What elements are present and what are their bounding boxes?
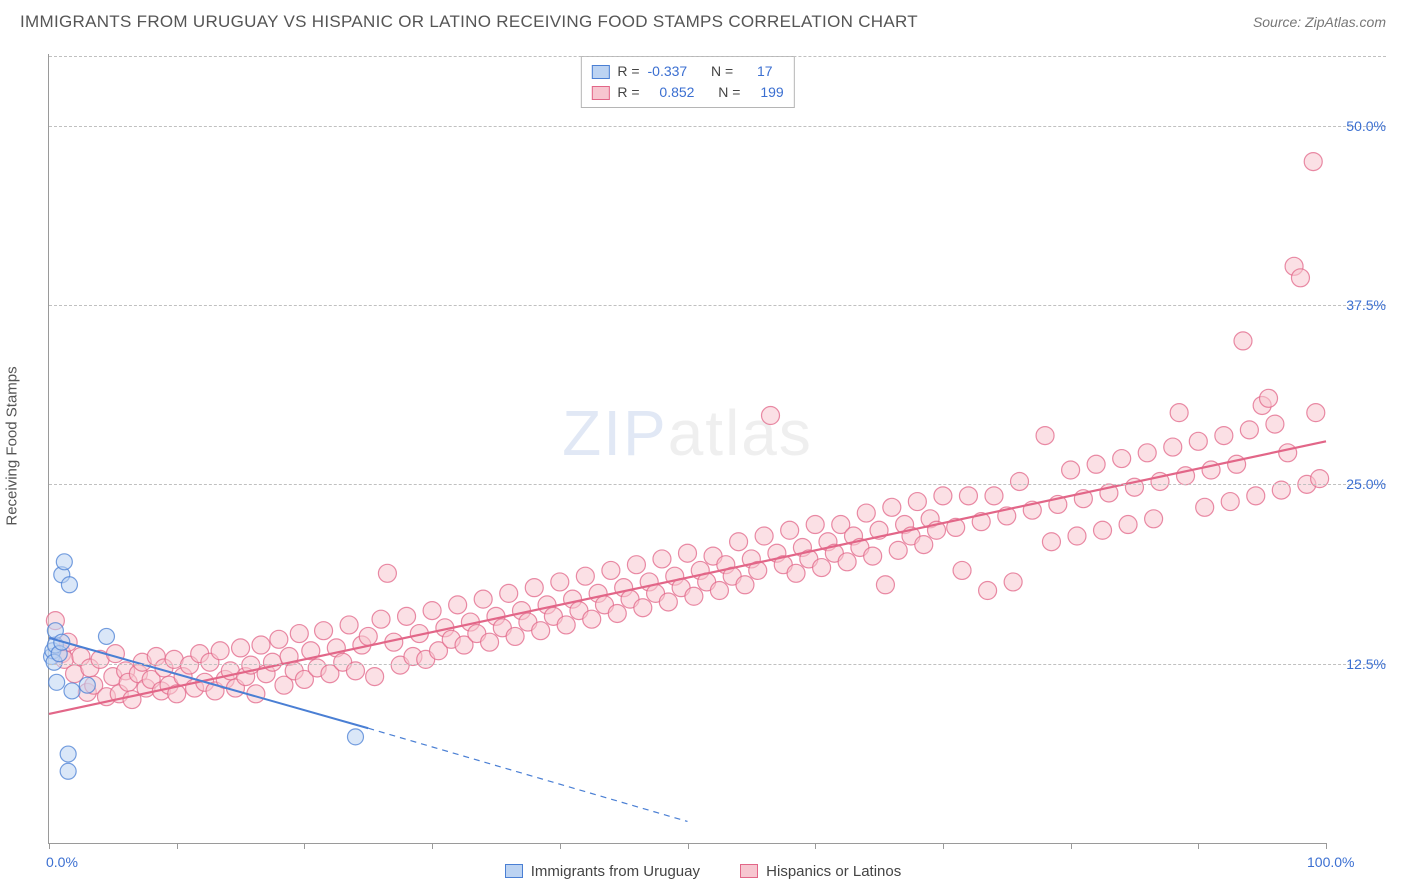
legend-r-label-2: R = [617, 82, 639, 103]
x-tick [49, 843, 50, 849]
source-label: Source: ZipAtlas.com [1253, 14, 1386, 30]
chart-canvas [49, 54, 1326, 843]
x-tick [1326, 843, 1327, 849]
gridline [49, 56, 1386, 57]
legend-n-value-2: 199 [760, 82, 783, 103]
gridline [49, 484, 1386, 485]
y-tick-label: 12.5% [1330, 656, 1386, 672]
x-tick [560, 843, 561, 849]
y-tick-label: 37.5% [1330, 297, 1386, 313]
legend-row-series1: R = -0.337 N = 17 [591, 61, 783, 82]
y-axis-label: Receiving Food Stamps [4, 366, 21, 525]
x-tick [177, 843, 178, 849]
y-tick-label: 25.0% [1330, 476, 1386, 492]
legend-n-value-1: 17 [757, 61, 773, 82]
x-tick [1198, 843, 1199, 849]
legend-row-series2: R = 0.852 N = 199 [591, 82, 783, 103]
legend-r-label-1: R = [617, 61, 639, 82]
x-tick [943, 843, 944, 849]
legend-item-series1: Immigrants from Uruguay [505, 863, 700, 880]
x-tick [688, 843, 689, 849]
legend-item-series2: Hispanics or Latinos [740, 863, 901, 880]
legend-n-label-2: N = [718, 82, 740, 103]
legend-name-series1: Immigrants from Uruguay [531, 863, 700, 880]
legend-r-value-2: 0.852 [659, 82, 694, 103]
legend-swatch-series1 [591, 65, 609, 79]
gridline [49, 305, 1386, 306]
gridline [49, 664, 1386, 665]
stats-legend: R = -0.337 N = 17 R = 0.852 N = 199 [580, 56, 794, 108]
legend-r-value-1: -0.337 [648, 61, 688, 82]
plot-area: ZIPatlas R = -0.337 N = 17 R = 0.852 N = [48, 54, 1326, 844]
legend-name-series2: Hispanics or Latinos [766, 863, 901, 880]
legend-swatch-series2 [591, 86, 609, 100]
legend-swatch-bottom-1 [505, 864, 523, 878]
x-tick [1071, 843, 1072, 849]
x-tick [815, 843, 816, 849]
legend-swatch-bottom-2 [740, 864, 758, 878]
gridline [49, 126, 1386, 127]
legend-n-label-1: N = [711, 61, 733, 82]
y-tick-label: 50.0% [1330, 118, 1386, 134]
x-tick [304, 843, 305, 849]
series-legend: Immigrants from Uruguay Hispanics or Lat… [0, 863, 1406, 883]
x-tick [432, 843, 433, 849]
chart-title: IMMIGRANTS FROM URUGUAY VS HISPANIC OR L… [20, 12, 918, 32]
